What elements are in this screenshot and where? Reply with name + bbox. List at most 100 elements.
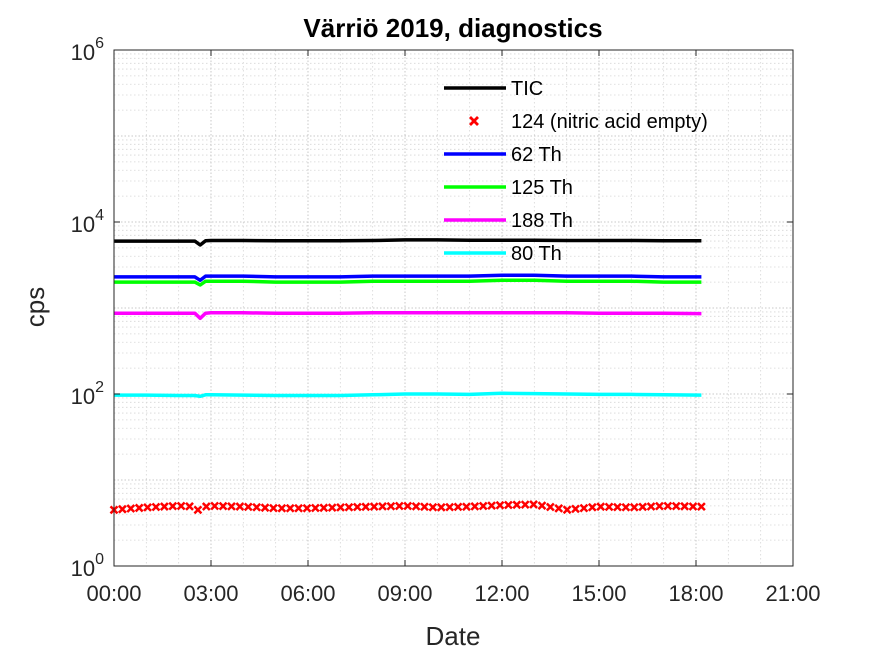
data-marker [663, 501, 673, 511]
data-marker [596, 502, 606, 512]
data-marker [269, 503, 278, 513]
data-marker [235, 502, 245, 511]
y-tick-label: 106 [71, 35, 104, 65]
data-marker [554, 504, 564, 513]
data-marker [352, 502, 362, 512]
data-marker [361, 502, 371, 512]
x-tick-label: 15:00 [571, 581, 626, 606]
legend-label: 80 Th [511, 243, 562, 265]
data-marker [428, 502, 438, 512]
data-marker [579, 503, 589, 513]
data-marker [227, 501, 236, 511]
data-marker [697, 502, 706, 512]
data-marker [562, 505, 572, 515]
data-marker [126, 504, 136, 513]
data-marker [143, 502, 152, 512]
data-marker [688, 502, 698, 511]
data-marker [604, 502, 614, 512]
legend-item-1: 124 (nitric acid empty) [469, 111, 708, 133]
series-0-line [114, 238, 702, 247]
y-axis-label: cps [20, 287, 50, 327]
legend-label: TIC [511, 78, 543, 100]
data-marker [285, 503, 295, 513]
data-marker [571, 504, 580, 514]
data-marker [470, 502, 480, 511]
legend-swatch [469, 116, 479, 126]
series-5-line [114, 391, 702, 399]
data-marker [369, 502, 379, 511]
data-marker [168, 501, 178, 511]
data-marker [621, 502, 631, 512]
data-marker [176, 501, 186, 511]
data-marker [386, 501, 396, 511]
x-axis-label: Date [426, 621, 481, 651]
data-marker [403, 501, 413, 511]
data-marker [436, 502, 446, 512]
legend-label: 125 Th [511, 177, 573, 199]
x-tick-label: 12:00 [474, 581, 529, 606]
data-marker [294, 503, 303, 513]
data-marker [134, 503, 144, 513]
x-tick-label: 06:00 [280, 581, 335, 606]
legend: TIC 124 (nitric acid empty) 62 Th 125 Th 188… [444, 78, 708, 265]
data-marker [520, 500, 530, 510]
data-marker [462, 502, 471, 512]
data-marker [495, 500, 505, 510]
data-marker [159, 502, 169, 511]
data-marker [327, 503, 337, 512]
legend-label: 62 Th [511, 144, 562, 166]
legend-item-2: 62 Th [444, 144, 562, 166]
data-marker [277, 503, 287, 513]
data-marker [411, 502, 421, 511]
x-tick-label: 18:00 [668, 581, 723, 606]
data-marker [243, 502, 253, 512]
data-marker [638, 502, 648, 512]
data-marker [680, 501, 689, 511]
legend-item-4: 188 Th [444, 210, 573, 232]
data-marker [671, 501, 681, 511]
legend-item-5: 80 Th [444, 243, 562, 265]
data-marker [504, 500, 513, 510]
data-marker [613, 502, 622, 512]
data-marker [185, 502, 194, 511]
data-marker [311, 503, 320, 513]
data-marker [445, 502, 455, 512]
data-marker [260, 503, 270, 513]
data-marker [344, 502, 354, 512]
x-tick-label: 21:00 [765, 581, 820, 606]
series-4-line [114, 311, 702, 321]
data-marker [478, 501, 488, 511]
legend-item-3: 125 Th [444, 177, 573, 199]
data-marker [218, 501, 228, 511]
data-marker [151, 502, 161, 512]
data-marker [394, 501, 404, 511]
data-marker [252, 502, 262, 512]
data-marker [512, 500, 522, 510]
plot-frame [113, 49, 794, 567]
data-marker [118, 504, 127, 514]
data-marker [487, 501, 496, 511]
chart-title: Värriö 2019, diagnostics [303, 13, 602, 43]
data-marker [378, 502, 387, 511]
series-layer [109, 238, 706, 515]
x-tick-label: 09:00 [377, 581, 432, 606]
data-marker [537, 501, 547, 511]
data-marker [336, 503, 345, 512]
y-tick-label: 104 [71, 207, 104, 237]
data-marker [453, 502, 463, 512]
data-marker [201, 502, 211, 511]
series-3-line [114, 278, 702, 287]
y-tick-label: 100 [71, 551, 104, 581]
data-marker [319, 503, 329, 513]
legend-label: 188 Th [511, 210, 573, 232]
data-marker [646, 502, 656, 511]
legend-item-0: TIC [444, 78, 543, 100]
y-tick-label: 102 [71, 379, 104, 409]
data-marker [210, 501, 220, 511]
data-marker [420, 502, 429, 512]
legend-label: 124 (nitric acid empty) [511, 111, 708, 133]
data-marker [302, 503, 312, 513]
data-marker [587, 502, 597, 512]
data-marker [629, 502, 639, 512]
